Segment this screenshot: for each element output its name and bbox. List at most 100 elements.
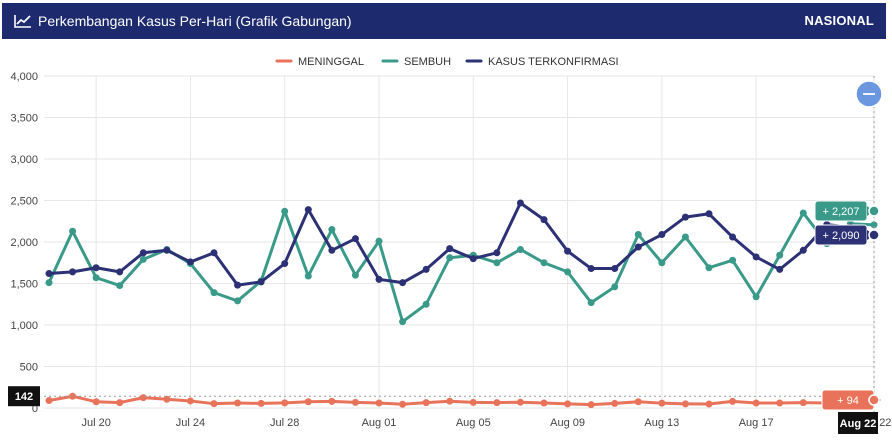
legend[interactable]: MENINGGAL SEMBUH KASUS TERKONFIRMASI (275, 56, 619, 68)
legend-item[interactable]: SEMBUH (381, 56, 451, 68)
data-point (681, 400, 689, 408)
x-tick-label: Aug 01 (362, 417, 397, 429)
data-point (729, 233, 737, 241)
data-point (281, 260, 289, 268)
zoom-out-button[interactable] (855, 80, 883, 108)
data-point (304, 206, 312, 214)
grid (44, 75, 875, 409)
data-point (540, 399, 548, 407)
data-point (799, 399, 807, 407)
data-point (351, 398, 359, 406)
series-line (47, 209, 876, 324)
data-point (375, 399, 383, 407)
y-tick-label: 0 (32, 403, 38, 415)
x-tick-label: Jul 24 (176, 417, 205, 429)
data-point (375, 275, 383, 283)
data-point (634, 398, 642, 406)
data-point (163, 246, 171, 254)
data-point (422, 300, 430, 308)
tooltip-sembuh-value: + 2,207 (822, 206, 859, 218)
data-point (92, 398, 100, 406)
data-point (422, 399, 430, 407)
data-point (776, 265, 784, 273)
tooltip-meninggal-value: + 94 (837, 395, 859, 407)
y-tick-label: 500 (20, 362, 38, 374)
data-point (587, 265, 595, 273)
data-point (493, 259, 501, 267)
x-tick-label: Aug 17 (739, 417, 774, 429)
data-point (328, 397, 336, 405)
data-point (210, 289, 218, 297)
line-chart-icon (14, 14, 32, 28)
data-point (45, 397, 53, 405)
y-tick-label: 2,500 (10, 196, 38, 208)
data-point (234, 297, 242, 305)
data-point (351, 271, 359, 279)
data-point (92, 264, 100, 272)
legend-item[interactable]: KASUS TERKONFIRMASI (465, 56, 619, 68)
data-point (69, 227, 77, 235)
tooltip-terkonfirmasi-value: + 2,090 (822, 230, 859, 242)
data-point (328, 246, 336, 254)
legend-item[interactable]: MENINGGAL (275, 56, 364, 68)
x-tick-label: Aug 05 (456, 417, 491, 429)
data-point (281, 207, 289, 215)
data-point (776, 399, 784, 407)
data-point (469, 255, 477, 263)
y-tick-label: 1,500 (10, 279, 38, 291)
data-point (564, 400, 572, 408)
data-point (328, 226, 336, 234)
legend-label: SEMBUH (404, 56, 451, 68)
data-point (681, 233, 689, 241)
data-point (257, 278, 265, 286)
y-tick-label: 2,000 (10, 237, 38, 249)
y-tick-label: 4,000 (10, 71, 38, 83)
series-line (47, 201, 876, 287)
data-point (186, 397, 194, 405)
data-point (705, 210, 713, 218)
data-point (493, 249, 501, 257)
tooltip-terkonfirmasi: + 2,090 (814, 224, 880, 246)
data-point (752, 399, 760, 407)
crosshair-y-value: 142 (15, 391, 33, 403)
data-point (587, 401, 595, 409)
series-line (47, 394, 876, 407)
y-tick-label: 3,500 (10, 113, 38, 125)
data-point (234, 399, 242, 407)
data-point (493, 399, 501, 407)
data-point (139, 255, 147, 263)
x-axis: Jul 20 Jul 24 Jul 28 Aug 01 Aug 05 Aug 09 Aug … (81, 417, 891, 429)
data-point (870, 221, 878, 229)
data-point (116, 399, 124, 407)
data-point (540, 216, 548, 224)
data-point (611, 283, 619, 291)
data-point (516, 398, 524, 406)
data-point (399, 318, 407, 326)
tooltip-sembuh-marker (868, 205, 880, 217)
data-point (564, 268, 572, 276)
legend-label: KASUS TERKONFIRMASI (488, 56, 619, 68)
data-point (210, 400, 218, 408)
data-point (186, 258, 194, 266)
data-point (611, 265, 619, 273)
y-axis: 0 500 1,000 1,500 2,000 2,500 3,000 3,500 4,000 (10, 71, 38, 415)
data-point (210, 249, 218, 257)
series-group (45, 199, 878, 409)
data-point (399, 279, 407, 287)
data-point (45, 270, 53, 278)
data-point (729, 397, 737, 405)
tooltip-sembuh: + 2,207 (814, 200, 880, 222)
y-tick-label: 3,000 (10, 154, 38, 166)
data-point (658, 231, 666, 239)
legend-label: MENINGGAL (298, 56, 364, 68)
data-point (116, 268, 124, 276)
data-point (469, 398, 477, 406)
data-point (234, 281, 242, 289)
data-point (752, 253, 760, 261)
data-point (422, 265, 430, 273)
x-tick-label: Aug 09 (550, 417, 585, 429)
data-point (516, 245, 524, 253)
data-point (752, 293, 760, 301)
data-point (681, 213, 689, 221)
